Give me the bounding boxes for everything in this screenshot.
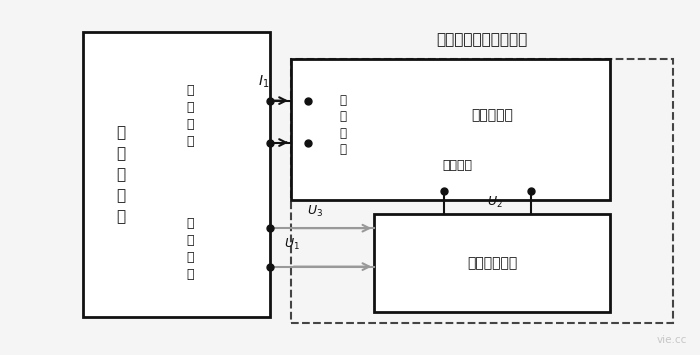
Text: 电压端钮: 电压端钮 [442,159,472,172]
Text: 电
压
端
钮: 电 压 端 钮 [186,217,194,281]
Text: vie.cc: vie.cc [657,335,687,345]
Bar [374,214,610,312]
Text: $U_1$: $U_1$ [284,237,300,252]
Text: $U_3$: $U_3$ [307,204,323,219]
Text: $I_1$: $I_1$ [258,74,269,90]
Bar [291,59,610,200]
Bar [291,59,673,323]
Bar [83,32,270,317]
Text: 被
检
测
试
仪: 被 检 测 试 仪 [116,125,125,224]
Text: 电
流
端
钮: 电 流 端 钮 [186,84,194,148]
Text: 标准电阻器: 标准电阻器 [471,109,513,122]
Text: $U_2$: $U_2$ [487,195,503,211]
Text: 电压型有源模拟电阻器: 电压型有源模拟电阻器 [436,32,528,47]
Text: 电
流
端
钮: 电 流 端 钮 [340,94,346,156]
Text: 电压转换装置: 电压转换装置 [467,256,517,270]
